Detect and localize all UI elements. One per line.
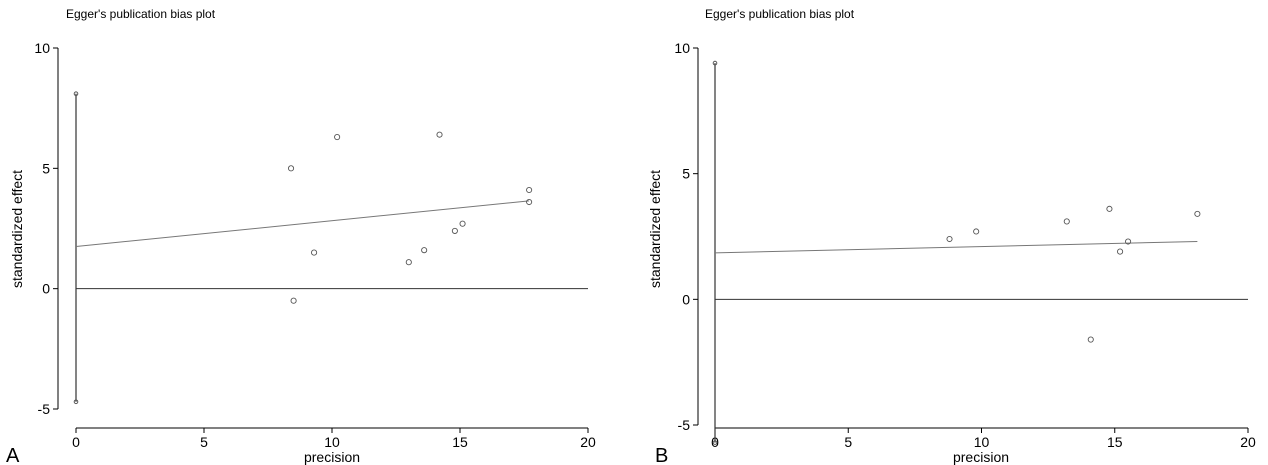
regression-line <box>714 241 1198 254</box>
x-tick-label: 0 <box>72 434 80 450</box>
data-point <box>287 165 295 172</box>
data-point <box>526 186 533 194</box>
panel-a-label: A <box>6 445 20 465</box>
data-point <box>459 220 466 227</box>
x-tick-label: 10 <box>974 434 990 450</box>
ci-lower-marker <box>712 440 718 445</box>
y-tick-label: 0 <box>42 281 50 297</box>
panel-a-title: Egger's publication bias plot <box>66 7 216 21</box>
x-tick-label: 5 <box>200 434 208 450</box>
panel-b-label: B <box>655 445 668 465</box>
panel-a-y-label: standardized effect <box>9 170 25 288</box>
data-point <box>1063 218 1070 225</box>
panel-b-x-label: precision <box>953 449 1009 465</box>
x-tick-label: 20 <box>580 434 596 450</box>
data-point <box>1125 238 1132 245</box>
y-tick-label: 0 <box>682 291 690 307</box>
data-point <box>290 297 297 304</box>
y-tick-label: -5 <box>678 417 691 433</box>
panel-b-y-label: standardized effect <box>647 170 663 288</box>
data-point <box>451 227 458 234</box>
panel-a-points <box>287 131 533 304</box>
panel-b-points <box>946 205 1201 343</box>
panel-a-x-label: precision <box>304 449 360 465</box>
panel-b-title: Egger's publication bias plot <box>705 7 855 21</box>
data-point <box>334 133 341 141</box>
x-tick-label: 10 <box>324 434 340 450</box>
ci-upper-marker <box>73 91 79 97</box>
data-point <box>1106 205 1113 212</box>
panel-b: Egger's publication bias plot standardiz… <box>647 7 1256 465</box>
data-point <box>1087 336 1094 343</box>
data-point <box>1117 248 1124 255</box>
y-tick-label: -5 <box>38 401 51 417</box>
panel-a-lines <box>73 91 588 405</box>
y-tick-label: 10 <box>34 40 50 56</box>
y-tick-label: 5 <box>682 166 690 182</box>
panel-a-ticks: -5 0 5 10 0 5 10 15 20 <box>34 40 596 450</box>
data-point <box>973 228 980 235</box>
x-tick-label: 20 <box>1240 434 1256 450</box>
x-tick-label: 15 <box>1107 434 1123 450</box>
y-tick-label: 5 <box>42 160 50 176</box>
x-tick-label: 15 <box>452 434 468 450</box>
ci-lower-marker <box>73 399 79 405</box>
data-point <box>1194 210 1201 217</box>
data-point <box>526 198 533 206</box>
data-point <box>405 259 412 266</box>
regression-line <box>75 200 530 248</box>
data-point <box>946 235 953 243</box>
data-point <box>311 249 318 256</box>
panel-a: Egger's publication bias plot standardiz… <box>6 7 596 465</box>
panel-b-lines <box>712 60 1248 445</box>
ci-upper-marker <box>712 60 718 66</box>
data-point <box>436 131 443 138</box>
data-point <box>421 247 428 254</box>
y-tick-label: 10 <box>674 40 690 56</box>
x-tick-label: 5 <box>844 434 852 450</box>
